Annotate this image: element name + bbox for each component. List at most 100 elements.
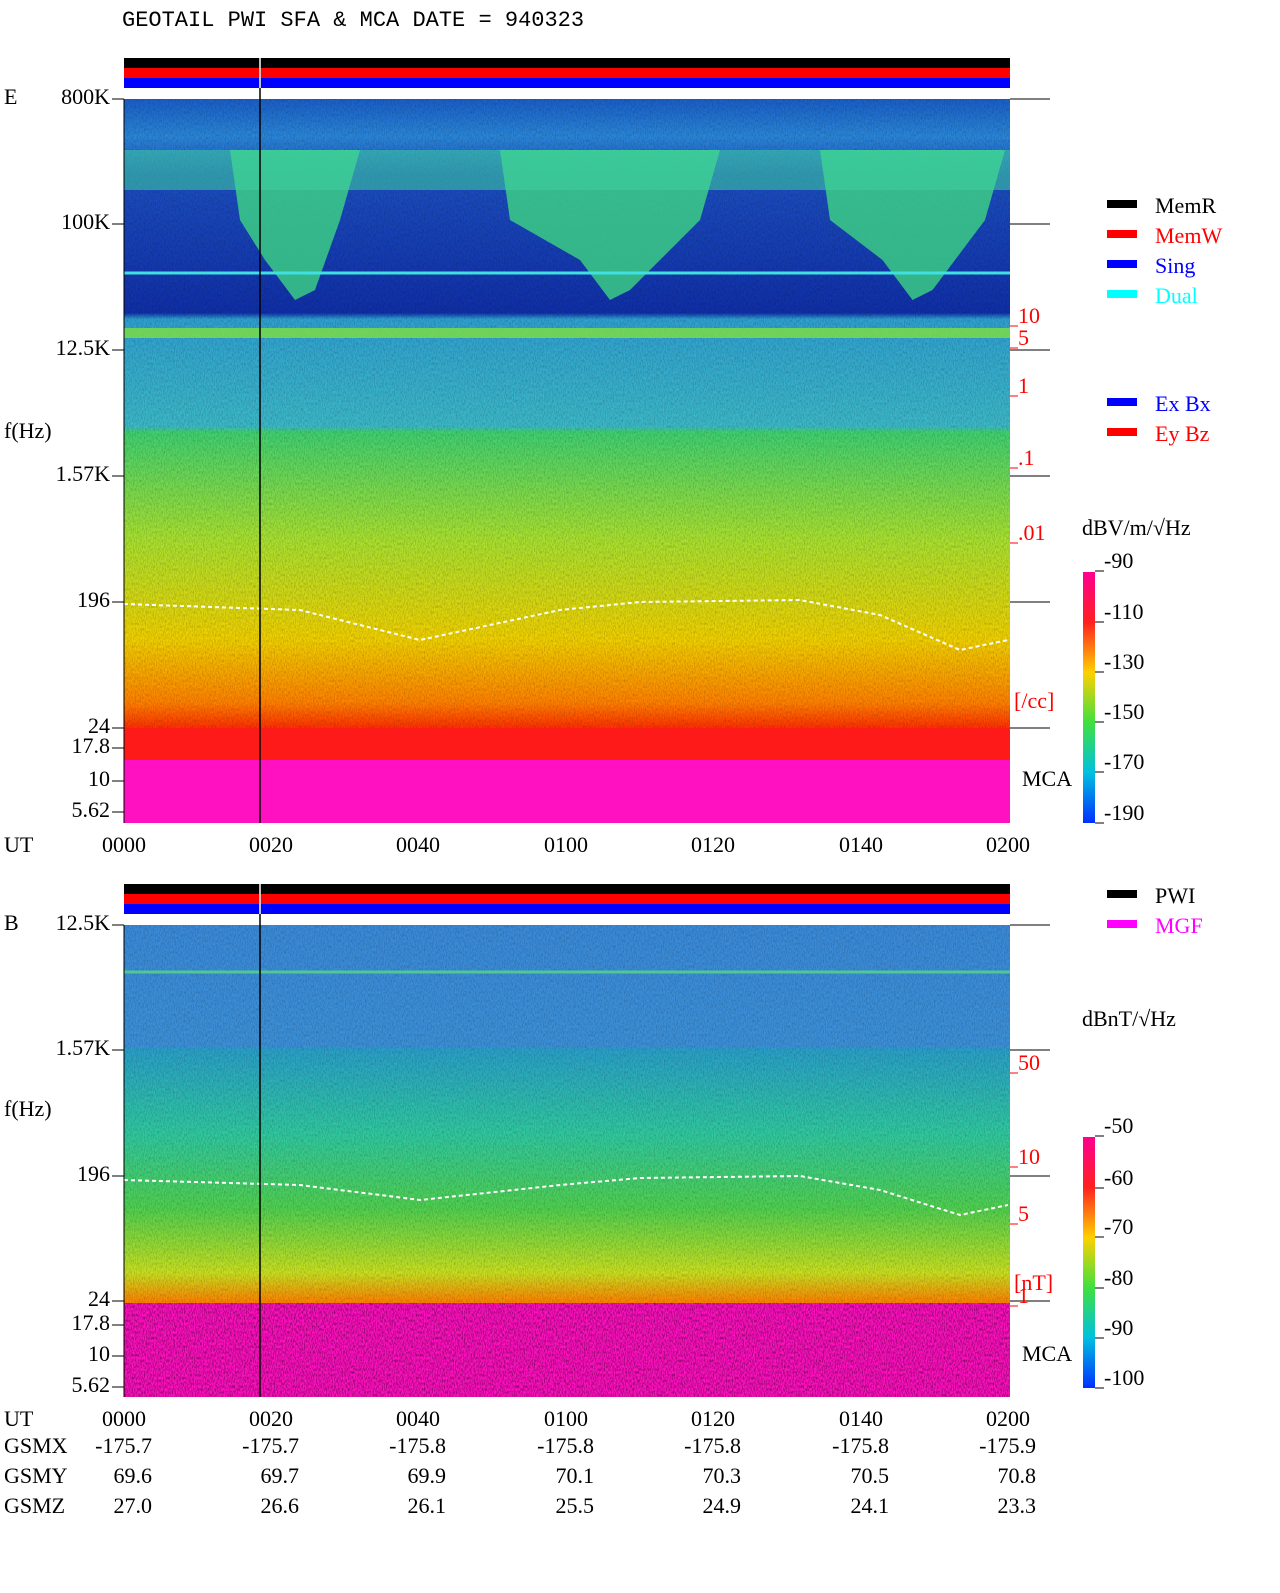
band-emission <box>124 328 1010 338</box>
x-tick-label: 0120 <box>691 1406 735 1431</box>
legend-swatch <box>1107 398 1137 406</box>
x-tick-label: 0100 <box>544 1406 588 1431</box>
legend-label: Ey Bz <box>1155 421 1210 446</box>
legend-label: Sing <box>1155 253 1195 278</box>
legend-swatch <box>1107 200 1137 208</box>
legend-label: MGF <box>1155 913 1203 938</box>
y-tick-label: 1.57K <box>56 461 111 486</box>
colorbar-tick-label: -90 <box>1104 548 1133 573</box>
status-bar <box>124 68 1010 78</box>
orbit-value: 24.1 <box>851 1493 890 1518</box>
legend-swatch <box>1107 920 1137 928</box>
legend-label: Ex Bx <box>1155 391 1211 416</box>
colorbar-tick-label: -170 <box>1104 749 1144 774</box>
colorbar-tick-label: -190 <box>1104 800 1144 825</box>
mca <box>124 760 1010 823</box>
orbit-value: 69.9 <box>408 1463 447 1488</box>
y-tick-label: 10 <box>88 766 110 791</box>
orbit-value: -175.7 <box>242 1433 299 1458</box>
right-tick-label: .1 <box>1018 445 1035 470</box>
y-tick-label: 10 <box>88 1341 110 1366</box>
y-tick-label: 5.62 <box>72 797 111 822</box>
right-tick-label: 1 <box>1018 373 1029 398</box>
x-tick-label: 0040 <box>396 832 440 857</box>
orbit-value: 25.5 <box>556 1493 595 1518</box>
y-axis-label: f(Hz) <box>4 1096 52 1121</box>
right-tick-label: 1 <box>1018 1283 1029 1308</box>
legend-label: MemW <box>1155 223 1222 248</box>
mca-noise <box>124 1303 1010 1397</box>
legend-label: PWI <box>1155 883 1195 908</box>
legend-label: Dual <box>1155 283 1198 308</box>
orbit-value: -175.8 <box>684 1433 741 1458</box>
orbit-value: -175.8 <box>832 1433 889 1458</box>
y-tick-label: 196 <box>77 587 110 612</box>
orbit-label: GSMZ <box>4 1493 65 1518</box>
orbit-value: 69.6 <box>114 1463 153 1488</box>
orbit-value: 27.0 <box>114 1493 153 1518</box>
title: GEOTAIL PWI SFA & MCA DATE = 940323 <box>122 8 584 33</box>
orbit-value: 70.1 <box>556 1463 595 1488</box>
density-trace <box>123 598 1009 652</box>
right-tick-label: 5 <box>1018 325 1029 350</box>
x-tick-label: 0020 <box>249 1406 293 1431</box>
orbit-value: 23.3 <box>998 1493 1037 1518</box>
right-tick-label: 50 <box>1018 1050 1040 1075</box>
density-trace <box>123 1174 1009 1217</box>
right-tick-label: 10 <box>1018 1144 1040 1169</box>
colorbar-tick-label: -50 <box>1104 1113 1133 1138</box>
mca-label: MCA <box>1022 766 1072 791</box>
x-axis-label: UT <box>4 1406 34 1431</box>
orbit-value: 24.9 <box>703 1493 742 1518</box>
orbit-value: 70.3 <box>703 1463 742 1488</box>
colorbar <box>1083 1137 1095 1388</box>
status-bar <box>124 904 1010 914</box>
mca-label: MCA <box>1022 1341 1072 1366</box>
colorbar-unit: dBV/m/√Hz <box>1082 515 1191 540</box>
status-bar <box>124 884 1010 894</box>
x-tick-label: 0140 <box>839 832 883 857</box>
right-tick-label: 5 <box>1018 1201 1029 1226</box>
y-tick-label: 100K <box>61 209 110 234</box>
x-tick-label: 0140 <box>839 1406 883 1431</box>
colorbar-tick-label: -110 <box>1104 599 1144 624</box>
y-tick-label: 12.5K <box>56 335 111 360</box>
orbit-value: -175.8 <box>389 1433 446 1458</box>
x-tick-label: 0000 <box>102 1406 146 1431</box>
y-tick-label: 12.5K <box>56 910 111 935</box>
orbit-value: -175.7 <box>95 1433 152 1458</box>
status-bar <box>124 78 1010 88</box>
orbit-value: 70.8 <box>998 1463 1037 1488</box>
panel-label: E <box>4 84 17 109</box>
x-tick-label: 0020 <box>249 832 293 857</box>
orbit-label: GSMY <box>4 1463 68 1488</box>
legend-swatch <box>1107 230 1137 238</box>
colorbar-tick-label: -70 <box>1104 1214 1133 1239</box>
orbit-value: -175.8 <box>537 1433 594 1458</box>
orbit-value: 26.6 <box>261 1493 300 1518</box>
orbit-value: 70.5 <box>851 1463 890 1488</box>
status-bar <box>124 58 1010 68</box>
orbit-value: 69.7 <box>261 1463 300 1488</box>
x-tick-label: 0000 <box>102 832 146 857</box>
colorbar-tick-label: -80 <box>1104 1265 1133 1290</box>
right-tick-label: .01 <box>1018 520 1046 545</box>
colorbar-tick-label: -90 <box>1104 1315 1133 1340</box>
legend-swatch <box>1107 290 1137 298</box>
x-tick-label: 0200 <box>986 832 1030 857</box>
y-tick-label: 1.57K <box>56 1035 111 1060</box>
y-tick-label: 800K <box>61 84 110 109</box>
right-unit: [/cc] <box>1014 688 1054 713</box>
legend-swatch <box>1107 260 1137 268</box>
x-tick-label: 0120 <box>691 832 735 857</box>
orbit-label: GSMX <box>4 1433 68 1458</box>
colorbar-tick-label: -150 <box>1104 699 1144 724</box>
colorbar <box>1083 572 1095 823</box>
y-tick-label: 196 <box>77 1161 110 1186</box>
orbit-value: 26.1 <box>408 1493 447 1518</box>
orbit-value: -175.9 <box>979 1433 1036 1458</box>
x-axis-label: UT <box>4 832 34 857</box>
noise <box>124 925 1010 1303</box>
legend-label: MemR <box>1155 193 1216 218</box>
